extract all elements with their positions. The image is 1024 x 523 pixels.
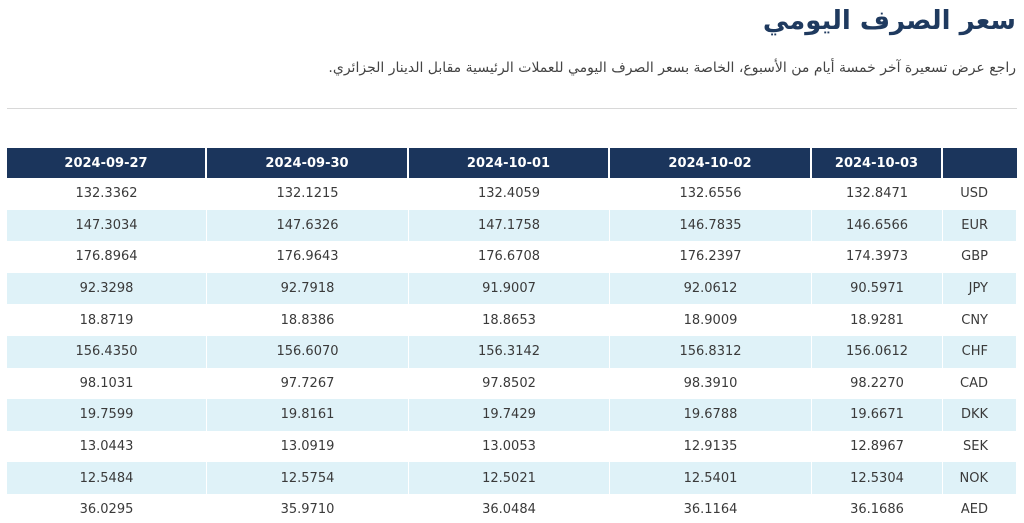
rate-cell: 146.6566 — [812, 209, 943, 242]
rate-cell: 132.4059 — [409, 178, 610, 210]
rate-cell: 176.6708 — [409, 241, 610, 273]
rate-cell: 12.5304 — [812, 462, 943, 494]
rate-cell: 176.8964 — [7, 241, 207, 273]
rate-cell: 91.9007 — [409, 272, 610, 305]
rate-cell: 97.7267 — [207, 367, 409, 400]
table-row: 92.3298 92.7918 91.9007 92.0612 90.5971 JPY — [7, 272, 1017, 305]
table-row: 13.0443 13.0919 13.0053 12.9135 12.8967 SEK — [7, 430, 1017, 463]
rate-cell: 146.7835 — [610, 209, 812, 242]
rate-cell: 18.9009 — [610, 304, 812, 336]
rate-cell: 12.5484 — [7, 462, 207, 494]
exchange-rates-table: 2024-09-27 2024-09-30 2024-10-01 2024-10… — [7, 148, 1017, 523]
rate-cell: 18.8719 — [7, 304, 207, 336]
rate-cell: 147.1758 — [409, 209, 610, 242]
rate-cell: 174.3973 — [812, 241, 943, 273]
column-header-currency — [943, 148, 1017, 178]
rate-cell: 19.7599 — [7, 399, 207, 431]
rate-cell: 12.8967 — [812, 430, 943, 463]
rate-cell: 92.3298 — [7, 272, 207, 305]
table-row: 36.0295 35.9710 36.0484 36.1164 36.1686 AED — [7, 493, 1017, 523]
rate-cell: 156.0612 — [812, 335, 943, 368]
rate-cell: 132.6556 — [610, 178, 812, 210]
rate-cell: 13.0053 — [409, 430, 610, 463]
column-header-date: 2024-10-02 — [610, 148, 812, 178]
rate-cell: 18.8386 — [207, 304, 409, 336]
rate-cell: 147.6326 — [207, 209, 409, 242]
rate-cell: 92.0612 — [610, 272, 812, 305]
rate-cell: 19.7429 — [409, 399, 610, 431]
rate-cell: 147.3034 — [7, 209, 207, 242]
page-subtitle: راجع عرض تسعيرة آخر خمسة أيام من الأسبوع… — [328, 60, 1016, 76]
rate-cell: 132.1215 — [207, 178, 409, 210]
rate-cell: 98.3910 — [610, 367, 812, 400]
table-row: 176.8964 176.9643 176.6708 176.2397 174.3973… — [7, 241, 1017, 273]
rate-cell: 98.2270 — [812, 367, 943, 400]
rate-cell: 156.6070 — [207, 335, 409, 368]
rate-cell: 156.8312 — [610, 335, 812, 368]
currency-code: JPY — [943, 272, 1017, 305]
rate-cell: 156.3142 — [409, 335, 610, 368]
rate-cell: 92.7918 — [207, 272, 409, 305]
table-row: 132.3362 132.1215 132.4059 132.6556 132.8471… — [7, 178, 1017, 210]
rate-cell: 12.5021 — [409, 462, 610, 494]
column-header-date: 2024-10-03 — [812, 148, 943, 178]
column-header-date: 2024-10-01 — [409, 148, 610, 178]
rate-cell: 19.6788 — [610, 399, 812, 431]
rate-cell: 12.5754 — [207, 462, 409, 494]
rate-cell: 176.2397 — [610, 241, 812, 273]
rate-cell: 36.0484 — [409, 493, 610, 523]
currency-code: EUR — [943, 209, 1017, 242]
rate-cell: 18.9281 — [812, 304, 943, 336]
rate-cell: 90.5971 — [812, 272, 943, 305]
currency-code: DKK — [943, 399, 1017, 431]
currency-code: NOK — [943, 462, 1017, 494]
rate-cell: 36.0295 — [7, 493, 207, 523]
rate-cell: 97.8502 — [409, 367, 610, 400]
rate-cell: 156.4350 — [7, 335, 207, 368]
rate-cell: 12.5401 — [610, 462, 812, 494]
rate-cell: 132.3362 — [7, 178, 207, 210]
currency-code: USD — [943, 178, 1017, 210]
rate-cell: 18.8653 — [409, 304, 610, 336]
rate-cell: 35.9710 — [207, 493, 409, 523]
currency-code: SEK — [943, 430, 1017, 463]
table-row: 18.8719 18.8386 18.8653 18.9009 18.9281 CNY — [7, 304, 1017, 336]
rate-cell: 12.9135 — [610, 430, 812, 463]
currency-code: CAD — [943, 367, 1017, 400]
table-body: 132.3362 132.1215 132.4059 132.6556 132.8471… — [7, 178, 1017, 523]
rate-cell: 19.8161 — [207, 399, 409, 431]
table-row: 19.7599 19.8161 19.7429 19.6788 19.6671 DKK — [7, 399, 1017, 431]
table-row: 156.4350 156.6070 156.3142 156.8312 156.0612… — [7, 335, 1017, 368]
rate-cell: 36.1164 — [610, 493, 812, 523]
table-row: 12.5484 12.5754 12.5021 12.5401 12.5304 NOK — [7, 462, 1017, 494]
rate-cell: 132.8471 — [812, 178, 943, 210]
table-header-row: 2024-09-27 2024-09-30 2024-10-01 2024-10… — [7, 148, 1017, 178]
rate-cell: 98.1031 — [7, 367, 207, 400]
rate-cell: 19.6671 — [812, 399, 943, 431]
column-header-date: 2024-09-30 — [207, 148, 409, 178]
table-row: 147.3034 147.6326 147.1758 146.7835 146.6566… — [7, 209, 1017, 242]
divider — [7, 108, 1017, 109]
rate-cell: 13.0919 — [207, 430, 409, 463]
table-row: 98.1031 97.7267 97.8502 98.3910 98.2270 CAD — [7, 367, 1017, 400]
currency-code: CNY — [943, 304, 1017, 336]
rate-cell: 36.1686 — [812, 493, 943, 523]
currency-code: CHF — [943, 335, 1017, 368]
currency-code: GBP — [943, 241, 1017, 273]
column-header-date: 2024-09-27 — [7, 148, 207, 178]
page-title: سعر الصرف اليومي — [762, 6, 1016, 36]
rate-cell: 176.9643 — [207, 241, 409, 273]
currency-code: AED — [943, 493, 1017, 523]
rate-cell: 13.0443 — [7, 430, 207, 463]
